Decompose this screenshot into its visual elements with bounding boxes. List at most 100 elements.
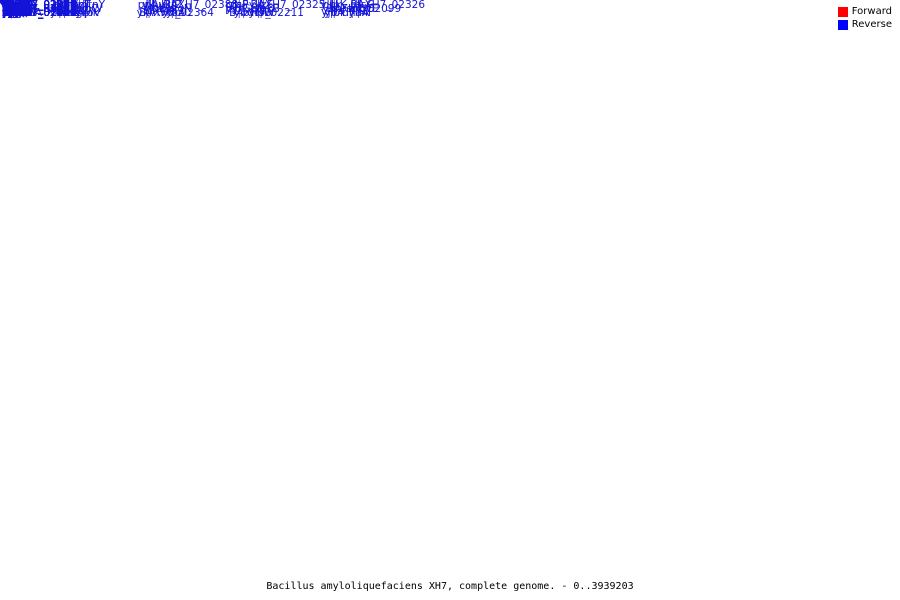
reverse-gene-label: ylmD xyxy=(2,0,29,11)
reverse-gene-label: BAXH7_02227 xyxy=(2,0,77,11)
reverse-gene-label: ykoU xyxy=(2,3,28,15)
reverse-gene-label: yjcO xyxy=(2,3,25,15)
reverse-gene-label: argD xyxy=(2,7,27,19)
reverse-gene-label: uxaB xyxy=(2,7,29,19)
reverse-gene-label: fruK xyxy=(2,7,25,19)
reverse-gene-label: yqjP xyxy=(2,7,24,19)
reverse-gene-label: yqjF xyxy=(2,0,24,11)
reverse-gene-label: pgm xyxy=(2,0,26,11)
reverse-gene-label: yubD xyxy=(2,3,30,15)
reverse-gene-label: divIVA xyxy=(2,0,35,11)
reverse-gene-label: BAXH7_02307 xyxy=(2,0,77,11)
reverse-gene-label: ykmO xyxy=(2,0,33,11)
reverse-gene-label: xkdT xyxy=(2,7,28,19)
reverse-gene-label: kinE xyxy=(2,3,24,15)
reverse-gene-label: rnz xyxy=(2,3,19,15)
reverse-gene-label: yqjC xyxy=(75,3,98,15)
reverse-gene-label: stoA xyxy=(2,3,26,15)
reverse-gene-label: yloA xyxy=(162,7,186,19)
reverse-gene-label: ykuQ xyxy=(2,0,29,11)
reverse-gene-label: ykmZ xyxy=(50,7,80,19)
reverse-gene-label: yqaI xyxy=(2,0,24,11)
reverse-gene-label: ykuO xyxy=(2,3,29,15)
reverse-gene-label: ykvQ xyxy=(2,3,29,15)
reverse-gene-label: ykuW xyxy=(2,3,32,15)
reverse-gene-label: yjbH xyxy=(2,7,26,19)
legend-reverse-swatch xyxy=(837,19,848,30)
reverse-gene-label: yqaN xyxy=(2,7,29,19)
reverse-gene-label: BAXH7_02099 xyxy=(326,3,401,15)
reverse-gene-label: recN xyxy=(2,0,26,11)
reverse-gene-label: BAXH7_02387 xyxy=(2,7,77,19)
reverse-gene-label: pyrC xyxy=(2,3,27,15)
reverse-gene-label: BAXH7_01979 xyxy=(2,7,77,19)
reverse-gene-label: rsmB xyxy=(2,7,29,19)
reverse-gene-label: xkdH xyxy=(2,0,29,11)
reverse-gene-label: BAXH7_01966 xyxy=(2,7,77,19)
reverse-gene-label: BAXH7_02286 xyxy=(2,3,77,15)
legend-forward-label: Forward xyxy=(851,6,892,17)
reverse-gene-label: ykuH xyxy=(2,7,29,19)
reverse-gene-label: ykvK xyxy=(2,3,29,15)
reverse-gene-label: yjbC xyxy=(2,3,25,15)
reverse-gene-label: pyrB xyxy=(2,3,26,15)
reverse-gene-label: ykrI xyxy=(2,3,22,15)
reverse-gene-label: xkdX xyxy=(2,7,28,19)
reverse-gene-label: BAXH7_02293 xyxy=(2,0,77,11)
reverse-gene-label: proB xyxy=(2,7,26,19)
reverse-gene-label: mtnX xyxy=(2,0,30,11)
reverse-gene-label: ykvC xyxy=(2,3,28,15)
reverse-gene-label: ptsH xyxy=(2,3,26,15)
reverse-gene-label: yqxK xyxy=(2,0,29,11)
reverse-gene-label: yczD xyxy=(2,3,28,15)
reverse-gene-label: BAXH7_01940 xyxy=(2,7,77,19)
reverse-gene-label: ylaF xyxy=(2,3,24,15)
reverse-gene-label: yjbA xyxy=(321,7,345,19)
reverse-gene-label: BAXH7_02214 xyxy=(2,0,77,11)
reverse-gene-label: pdhB xyxy=(2,3,29,15)
reverse-gene-label: ylbD xyxy=(2,3,26,15)
reverse-gene-label: hbs xyxy=(2,0,21,11)
reverse-gene-label: dppA xyxy=(2,0,30,11)
reverse-gene-label: moeA xyxy=(2,7,33,19)
reverse-gene-label: cydA xyxy=(2,7,29,19)
reverse-gene-label: xtmB xyxy=(2,7,30,19)
reverse-gene-label: ykoX xyxy=(2,7,28,19)
reverse-gene-label: ykuP xyxy=(2,3,27,15)
reverse-gene-label: pyrG xyxy=(225,3,250,15)
reverse-gene-label: rapA xyxy=(2,3,27,15)
reverse-gene-label: trmD xyxy=(2,0,29,11)
reverse-gene-label: mtnE xyxy=(2,7,30,19)
reverse-gene-label: ykfA xyxy=(2,3,26,15)
reverse-gene-label: BAXH7_02222 xyxy=(2,0,77,11)
reverse-gene-label: spoVD xyxy=(2,0,36,11)
reverse-gene-label: fabF xyxy=(2,0,25,11)
reverse-gene-label: BAXH7_02345 xyxy=(2,0,77,11)
reverse-gene-label: argJ xyxy=(2,7,22,19)
reverse-gene-label: pyrR xyxy=(54,0,78,11)
reverse-gene-label: proB xyxy=(2,0,26,11)
reverse-gene-label: thiS xyxy=(2,0,23,11)
reverse-gene-label: xtmA xyxy=(2,3,31,15)
reverse-gene-label: xkdQ xyxy=(2,3,29,15)
reverse-gene-label: yjcQ xyxy=(2,0,25,11)
reverse-gene-label: BAXH7_02457 xyxy=(2,3,77,15)
reverse-gene-label: BAXH7_02358 xyxy=(2,3,77,15)
reverse-gene-label: ylmE xyxy=(2,0,28,11)
reverse-gene-label: yqbT xyxy=(2,3,29,15)
reverse-gene-label: sigI xyxy=(2,0,20,11)
reverse-gene-label: argC xyxy=(349,3,374,15)
reverse-gene-label: ykuN xyxy=(2,7,28,19)
reverse-gene-label: ylmI xyxy=(348,7,370,19)
reverse-gene-label: xerD xyxy=(2,3,27,15)
reverse-gene-label: xkdS xyxy=(2,7,28,19)
reverse-gene-label: BAXH7_02011 xyxy=(2,0,77,11)
reverse-gene-label: moaD xyxy=(2,3,33,15)
reverse-gene-label: yqjH xyxy=(2,0,26,11)
reverse-gene-label: spxA xyxy=(2,7,28,19)
reverse-gene-label: ctaD xyxy=(250,3,274,15)
reverse-gene-label: yqiI xyxy=(2,0,21,11)
reverse-gene-label: mraW xyxy=(2,7,34,19)
reverse-gene-label: ykcB xyxy=(2,7,27,19)
reverse-gene-label: BAXH7_02119 xyxy=(2,3,77,15)
